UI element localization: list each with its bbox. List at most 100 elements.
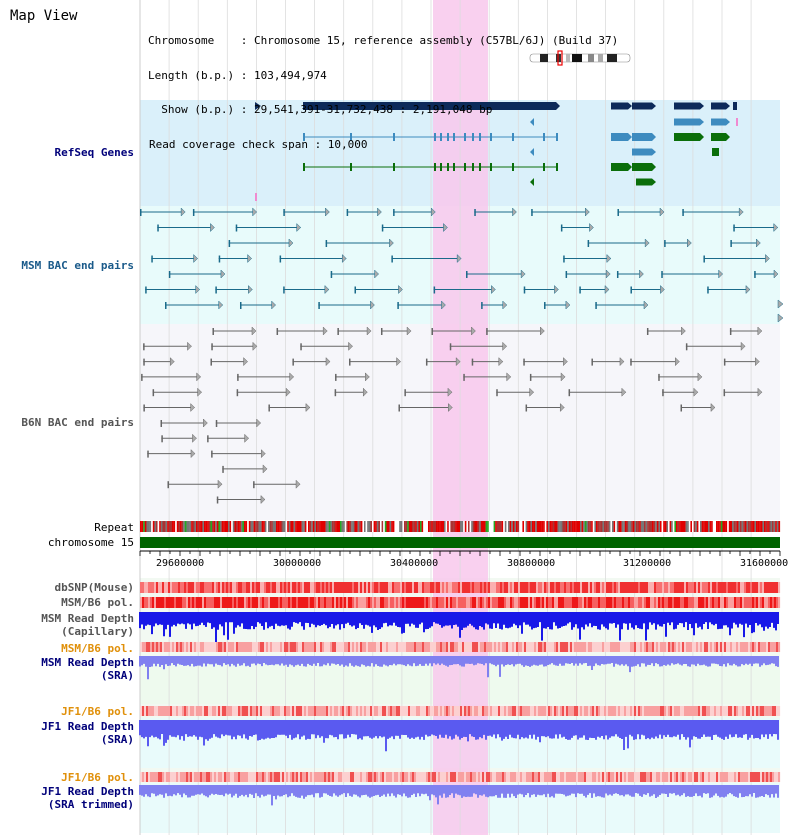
polymorphism-density bbox=[620, 772, 623, 782]
track-label-jf1-depth[interactable]: JF1 Read Depth (SRA) bbox=[41, 720, 134, 746]
polymorphism-density bbox=[762, 597, 765, 608]
polymorphism-density bbox=[548, 582, 551, 593]
polymorphism-density bbox=[406, 597, 409, 608]
track-label-jf1-depth-trimmed[interactable]: JF1 Read Depth (SRA trimmed) bbox=[41, 785, 134, 811]
polymorphism-density bbox=[726, 642, 729, 652]
polymorphism-density bbox=[534, 772, 537, 782]
repeat-element bbox=[157, 521, 160, 532]
polymorphism-density bbox=[480, 642, 483, 652]
polymorphism-density bbox=[714, 706, 717, 716]
polymorphism-density bbox=[446, 642, 449, 652]
polymorphism-density bbox=[494, 772, 497, 782]
polymorphism-density bbox=[370, 772, 373, 782]
track-label-dbsnp[interactable]: dbSNP(Mouse) bbox=[54, 581, 134, 594]
repeat-element bbox=[610, 521, 613, 532]
track-label-msm-pol-sra[interactable]: MSM/B6 pol. bbox=[61, 642, 134, 655]
repeat-element bbox=[674, 521, 677, 532]
polymorphism-density bbox=[424, 597, 427, 608]
polymorphism-density bbox=[612, 772, 615, 782]
track-label-msm-pol[interactable]: MSM/B6 pol. bbox=[61, 596, 134, 609]
polymorphism-density bbox=[522, 582, 525, 593]
polymorphism-density bbox=[162, 772, 165, 782]
polymorphism-density bbox=[420, 597, 423, 608]
repeat-element bbox=[512, 521, 515, 532]
polymorphism-density bbox=[302, 772, 305, 782]
polymorphism-density bbox=[436, 642, 439, 652]
polymorphism-density bbox=[166, 642, 169, 652]
polymorphism-density bbox=[220, 582, 223, 593]
polymorphism-density bbox=[660, 597, 663, 608]
polymorphism-density bbox=[452, 582, 455, 593]
track-label-repeat[interactable]: Repeat bbox=[94, 521, 134, 534]
polymorphism-density bbox=[200, 706, 203, 716]
polymorphism-density bbox=[466, 582, 469, 593]
track-label-b6n-bac[interactable]: B6N BAC end pairs bbox=[21, 416, 134, 429]
polymorphism-density bbox=[776, 642, 779, 652]
polymorphism-density bbox=[266, 772, 269, 782]
repeat-element bbox=[663, 521, 665, 532]
msm-bac-pair-end bbox=[193, 253, 198, 264]
track-label-msm-bac[interactable]: MSM BAC end pairs bbox=[21, 259, 134, 272]
msm-bac-pair-end bbox=[443, 222, 448, 233]
repeat-element bbox=[720, 521, 723, 532]
gene-block bbox=[674, 133, 700, 141]
repeat-element bbox=[516, 521, 518, 532]
repeat-element bbox=[548, 521, 550, 532]
repeat-element bbox=[591, 521, 593, 532]
polymorphism-density bbox=[768, 642, 771, 652]
polymorphism-density bbox=[504, 582, 507, 593]
track-label-msm-depth-capillary[interactable]: MSM Read Depth (Capillary) bbox=[41, 612, 134, 638]
track-label-jf1-pol-trimmed[interactable]: JF1/B6 pol. bbox=[61, 771, 134, 784]
polymorphism-density bbox=[152, 597, 155, 608]
repeat-element bbox=[592, 521, 595, 532]
polymorphism-density bbox=[278, 642, 281, 652]
polymorphism-density bbox=[678, 772, 681, 782]
repeat-element bbox=[642, 521, 645, 532]
msm-bac-pair-end bbox=[248, 284, 253, 295]
polymorphism-density bbox=[672, 642, 675, 652]
polymorphism-density bbox=[440, 706, 443, 716]
polymorphism-density bbox=[208, 582, 211, 593]
b6n-bac-pair-end bbox=[143, 358, 145, 366]
exon bbox=[350, 163, 352, 171]
track-label-chromosome[interactable]: chromosome 15 bbox=[47, 536, 134, 549]
polymorphism-density bbox=[614, 706, 617, 716]
b6n-bac-pair-end bbox=[755, 356, 760, 367]
track-label-jf1-pol[interactable]: JF1/B6 pol. bbox=[61, 705, 134, 718]
track-label-refseq[interactable]: RefSeq Genes bbox=[54, 146, 134, 159]
polymorphism-density bbox=[488, 582, 491, 593]
polymorphism-density bbox=[426, 706, 429, 716]
polymorphism-density bbox=[300, 706, 303, 716]
polymorphism-density bbox=[654, 706, 657, 716]
polymorphism-density bbox=[220, 597, 223, 608]
polymorphism-density bbox=[476, 642, 479, 652]
repeat-element bbox=[284, 521, 286, 532]
polymorphism-density bbox=[326, 706, 329, 716]
repeat-element bbox=[500, 521, 502, 532]
repeat-element bbox=[285, 521, 288, 532]
repeat-element bbox=[602, 521, 605, 532]
polymorphism-density bbox=[268, 642, 271, 652]
polymorphism-density bbox=[694, 772, 697, 782]
b6n-bac-pair-end bbox=[237, 373, 239, 381]
polymorphism-density bbox=[456, 706, 459, 716]
polymorphism-density bbox=[776, 706, 779, 716]
polymorphism-density bbox=[634, 642, 637, 652]
repeat-element bbox=[399, 521, 401, 532]
polymorphism-density bbox=[376, 597, 379, 608]
polymorphism-density bbox=[430, 597, 433, 608]
polymorphism-density bbox=[776, 582, 779, 593]
polymorphism-density bbox=[552, 582, 555, 593]
polymorphism-density bbox=[630, 706, 633, 716]
polymorphism-density bbox=[652, 772, 655, 782]
polymorphism-density bbox=[648, 706, 651, 716]
polymorphism-density bbox=[428, 582, 431, 593]
b6n-bac-pair-end bbox=[211, 343, 213, 351]
gene-arrow bbox=[700, 118, 704, 126]
msm-bac-pair-end bbox=[271, 300, 276, 310]
track-label-msm-depth-sra[interactable]: MSM Read Depth (SRA) bbox=[41, 656, 134, 682]
polymorphism-density bbox=[728, 582, 731, 593]
repeat-element bbox=[452, 521, 454, 532]
